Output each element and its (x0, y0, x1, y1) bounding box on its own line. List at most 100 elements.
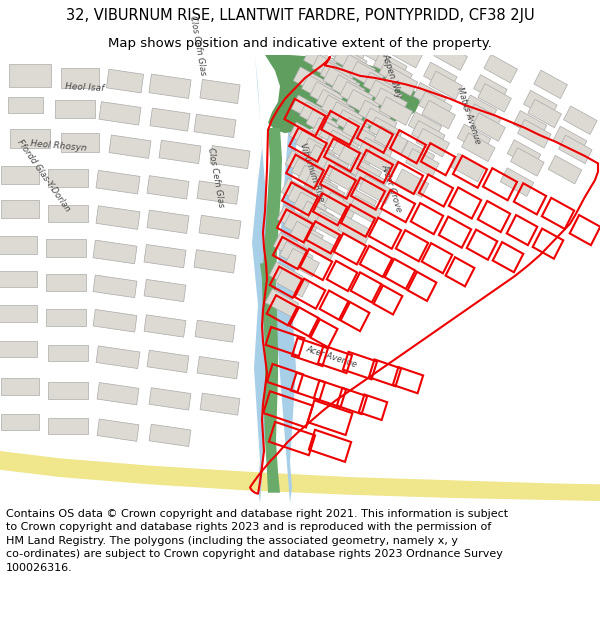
Polygon shape (548, 156, 582, 184)
Polygon shape (461, 133, 495, 161)
Polygon shape (48, 204, 88, 222)
Polygon shape (109, 135, 151, 158)
Polygon shape (93, 240, 137, 264)
Polygon shape (363, 72, 397, 101)
Polygon shape (322, 158, 355, 186)
Polygon shape (374, 126, 408, 154)
Polygon shape (384, 68, 418, 96)
Polygon shape (302, 138, 335, 166)
Polygon shape (159, 140, 201, 164)
Polygon shape (197, 356, 239, 379)
Polygon shape (338, 145, 372, 173)
Polygon shape (284, 213, 317, 241)
Polygon shape (364, 146, 397, 174)
Polygon shape (299, 102, 333, 130)
Polygon shape (199, 215, 241, 239)
Polygon shape (1, 414, 39, 430)
Polygon shape (144, 315, 186, 337)
Polygon shape (354, 6, 388, 34)
Polygon shape (46, 239, 86, 257)
Polygon shape (364, 108, 397, 136)
Polygon shape (338, 216, 372, 244)
Text: Matus Avenue: Matus Avenue (455, 86, 482, 146)
Polygon shape (328, 165, 361, 193)
Polygon shape (200, 79, 240, 104)
Polygon shape (0, 236, 37, 254)
Polygon shape (314, 26, 347, 55)
Polygon shape (48, 169, 88, 187)
Polygon shape (559, 135, 592, 164)
Polygon shape (359, 176, 392, 204)
Text: Viburnum Rise: Viburnum Rise (298, 142, 325, 203)
Polygon shape (304, 172, 338, 200)
Polygon shape (269, 262, 303, 290)
Polygon shape (320, 61, 354, 90)
Text: Clos Cefn Glas: Clos Cefn Glas (188, 14, 208, 76)
Polygon shape (358, 100, 392, 129)
Polygon shape (348, 158, 382, 186)
Polygon shape (395, 169, 429, 198)
Polygon shape (93, 309, 137, 332)
Polygon shape (350, 61, 384, 90)
Polygon shape (343, 187, 377, 215)
Polygon shape (352, 34, 386, 62)
Polygon shape (353, 128, 387, 157)
Polygon shape (528, 99, 562, 127)
Polygon shape (195, 320, 235, 342)
Polygon shape (369, 117, 403, 146)
Polygon shape (342, 118, 376, 146)
Polygon shape (389, 39, 423, 68)
Polygon shape (424, 62, 457, 91)
Polygon shape (317, 185, 351, 214)
Polygon shape (96, 346, 140, 369)
Polygon shape (275, 269, 309, 297)
Polygon shape (324, 192, 358, 221)
Polygon shape (534, 70, 568, 99)
Polygon shape (303, 232, 337, 261)
Polygon shape (97, 419, 139, 441)
Polygon shape (147, 350, 189, 372)
Polygon shape (379, 97, 413, 125)
Polygon shape (312, 54, 346, 83)
Polygon shape (416, 129, 449, 157)
Polygon shape (336, 110, 370, 138)
Polygon shape (463, 95, 497, 123)
Polygon shape (48, 382, 88, 399)
Polygon shape (147, 176, 189, 199)
Polygon shape (507, 140, 541, 168)
Polygon shape (349, 196, 382, 224)
Polygon shape (518, 119, 551, 148)
Polygon shape (1, 166, 39, 184)
Polygon shape (500, 168, 534, 196)
Polygon shape (46, 274, 86, 291)
Polygon shape (346, 89, 380, 118)
Polygon shape (96, 171, 140, 194)
Polygon shape (10, 129, 50, 148)
Polygon shape (61, 133, 99, 152)
Polygon shape (379, 59, 412, 88)
Polygon shape (340, 81, 373, 110)
Polygon shape (99, 102, 141, 125)
Polygon shape (262, 128, 282, 493)
Text: Heol Rhosyn: Heol Rhosyn (30, 139, 87, 153)
Polygon shape (149, 424, 191, 446)
Polygon shape (300, 201, 334, 229)
Polygon shape (368, 80, 402, 108)
Polygon shape (48, 418, 88, 434)
Polygon shape (311, 178, 345, 207)
Polygon shape (401, 141, 435, 169)
Text: Acer Avenue: Acer Avenue (305, 344, 358, 369)
Polygon shape (335, 0, 368, 14)
Polygon shape (197, 181, 239, 204)
Polygon shape (294, 192, 328, 221)
Polygon shape (563, 106, 597, 134)
Polygon shape (322, 34, 356, 62)
Polygon shape (374, 52, 407, 80)
Polygon shape (93, 275, 137, 298)
Polygon shape (97, 382, 139, 405)
Polygon shape (0, 305, 37, 322)
Text: Ffordd Glas-Y-Dorlan: Ffordd Glas-Y-Dorlan (15, 138, 71, 213)
Polygon shape (289, 122, 323, 151)
Polygon shape (308, 145, 342, 173)
Text: 32, VIBURNUM RISE, LLANTWIT FARDRE, PONTYPRIDD, CF38 2JU: 32, VIBURNUM RISE, LLANTWIT FARDRE, PONT… (65, 8, 535, 23)
